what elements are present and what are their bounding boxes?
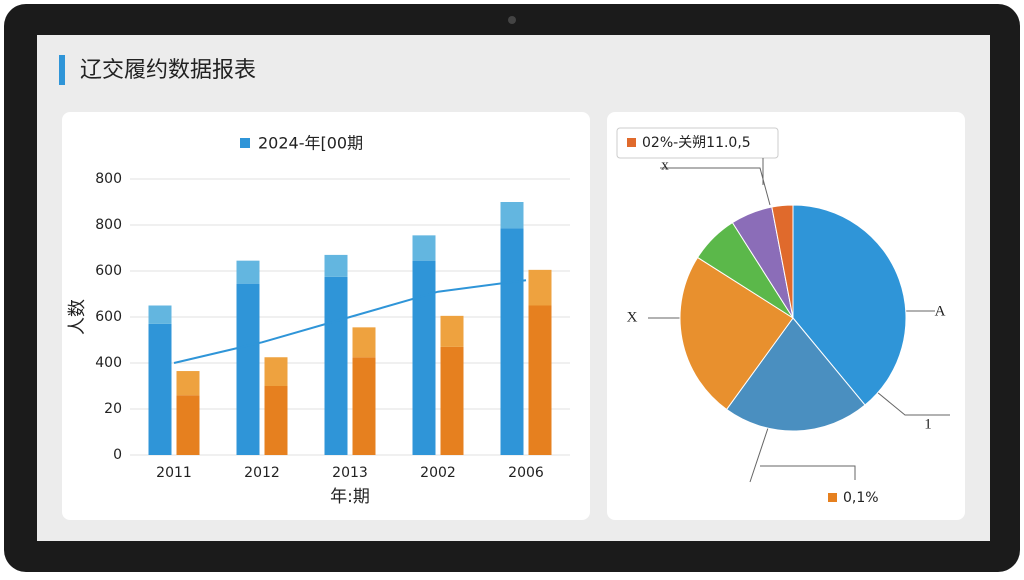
legend-label: 0,1% xyxy=(843,490,879,506)
annotation-arrows xyxy=(648,158,950,483)
y-tick-label: 400 xyxy=(95,355,122,371)
x-tick-label: 2006 xyxy=(508,465,544,481)
bar-segment xyxy=(412,260,436,455)
legend-label: 2024-年[00期 xyxy=(258,134,363,153)
y-tick-label: 0 xyxy=(113,447,122,463)
bar-segment xyxy=(500,202,524,229)
bar-segment xyxy=(264,386,288,455)
page-title: 辽交履约数据报表 xyxy=(80,58,256,83)
y-tick-label: 600 xyxy=(95,309,122,325)
bar-segment xyxy=(528,305,552,455)
pie-slice xyxy=(679,256,794,411)
bar-segment xyxy=(264,357,288,386)
x-tick-label: 2012 xyxy=(244,465,280,481)
pie-annotation: X xyxy=(627,309,638,325)
x-tick-label: 2013 xyxy=(332,465,368,481)
legend-swatch xyxy=(627,138,636,147)
pie-annotation: x xyxy=(661,157,669,173)
bar-segment xyxy=(352,327,376,358)
bar-segment xyxy=(324,276,348,455)
camera xyxy=(508,16,516,24)
legend-swatch xyxy=(240,138,250,148)
y-tick-label: 800 xyxy=(95,171,122,187)
title-accent xyxy=(59,55,65,85)
x-tick-label: 2002 xyxy=(420,465,456,481)
bar-segment xyxy=(148,305,172,324)
pie-annotation: 1 xyxy=(924,416,932,432)
y-axis-label: 人数 xyxy=(67,299,88,335)
pie-slice xyxy=(771,204,794,319)
bar-segment xyxy=(440,315,464,347)
pie-slice xyxy=(725,317,866,432)
bar-segment xyxy=(176,395,200,455)
bar-segment xyxy=(352,357,376,455)
bar-segment xyxy=(500,228,524,455)
y-tick-label: 20 xyxy=(104,401,122,417)
bar-segment xyxy=(236,283,260,455)
bar-segment xyxy=(236,260,260,284)
bar-segment xyxy=(440,346,464,455)
bar-segment xyxy=(528,269,552,306)
bar-segment xyxy=(176,371,200,396)
bar-segment xyxy=(324,254,348,277)
y-tick-label: 600 xyxy=(95,263,122,279)
trend-line xyxy=(173,279,527,364)
pie-legend-box xyxy=(616,127,779,159)
y-tick-label: 800 xyxy=(95,217,122,233)
x-tick-label: 2011 xyxy=(156,465,192,481)
pie-annotation: A xyxy=(935,303,946,319)
legend-label: 02%-关朔11.0,5 xyxy=(642,135,751,151)
legend-swatch xyxy=(828,493,837,502)
pie-slice xyxy=(792,204,907,406)
x-axis-label: 年:期 xyxy=(330,487,370,507)
bar-segment xyxy=(148,323,172,455)
bar-segment xyxy=(412,235,436,261)
